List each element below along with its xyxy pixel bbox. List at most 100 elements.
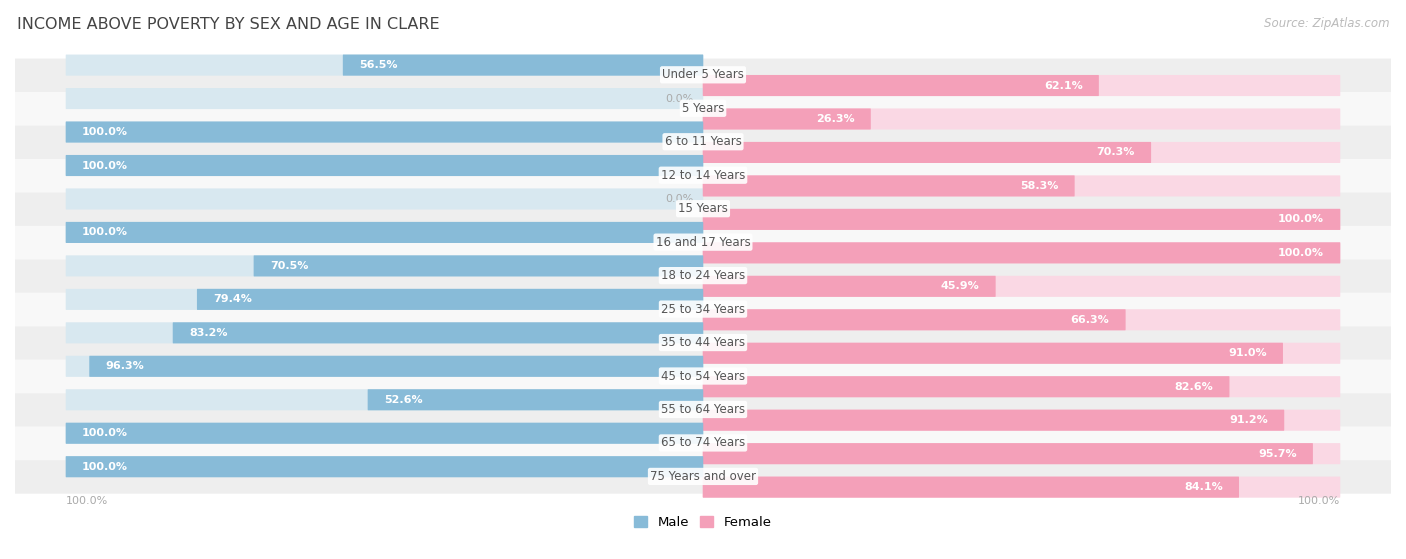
Text: 96.3%: 96.3%: [105, 361, 145, 371]
FancyBboxPatch shape: [703, 108, 1340, 130]
Text: 100.0%: 100.0%: [82, 160, 128, 170]
FancyBboxPatch shape: [89, 356, 703, 377]
Text: 0.0%: 0.0%: [665, 194, 693, 204]
Text: 100.0%: 100.0%: [1298, 496, 1340, 506]
FancyBboxPatch shape: [66, 222, 703, 243]
Text: 100.0%: 100.0%: [1278, 215, 1324, 224]
FancyBboxPatch shape: [703, 209, 1340, 230]
FancyBboxPatch shape: [66, 155, 703, 176]
Text: 0.0%: 0.0%: [665, 93, 693, 103]
FancyBboxPatch shape: [66, 155, 703, 176]
FancyBboxPatch shape: [703, 376, 1340, 397]
Text: 26.3%: 26.3%: [815, 114, 855, 124]
FancyBboxPatch shape: [66, 55, 703, 75]
Legend: Male, Female: Male, Female: [634, 516, 772, 529]
FancyBboxPatch shape: [66, 121, 703, 143]
Text: 70.3%: 70.3%: [1097, 148, 1135, 158]
Text: INCOME ABOVE POVERTY BY SEX AND AGE IN CLARE: INCOME ABOVE POVERTY BY SEX AND AGE IN C…: [17, 17, 440, 32]
Text: 25 to 34 Years: 25 to 34 Years: [661, 302, 745, 316]
Text: 45.9%: 45.9%: [941, 281, 980, 291]
FancyBboxPatch shape: [66, 255, 703, 277]
FancyBboxPatch shape: [66, 423, 703, 444]
Text: 100.0%: 100.0%: [82, 462, 128, 472]
Text: 58.3%: 58.3%: [1021, 181, 1059, 191]
Text: 16 and 17 Years: 16 and 17 Years: [655, 236, 751, 249]
FancyBboxPatch shape: [15, 92, 1391, 126]
FancyBboxPatch shape: [15, 293, 1391, 326]
FancyBboxPatch shape: [703, 309, 1340, 330]
FancyBboxPatch shape: [703, 477, 1239, 498]
FancyBboxPatch shape: [197, 289, 703, 310]
FancyBboxPatch shape: [343, 55, 703, 75]
FancyBboxPatch shape: [66, 356, 703, 377]
FancyBboxPatch shape: [15, 59, 1391, 92]
FancyBboxPatch shape: [367, 389, 703, 410]
Text: 15 Years: 15 Years: [678, 202, 728, 215]
Text: 82.6%: 82.6%: [1174, 382, 1213, 392]
Text: 18 to 24 Years: 18 to 24 Years: [661, 269, 745, 282]
FancyBboxPatch shape: [66, 456, 703, 477]
Text: 100.0%: 100.0%: [66, 496, 108, 506]
FancyBboxPatch shape: [703, 209, 1340, 230]
FancyBboxPatch shape: [66, 323, 703, 343]
FancyBboxPatch shape: [15, 326, 1391, 360]
FancyBboxPatch shape: [703, 309, 1126, 330]
Text: 56.5%: 56.5%: [359, 60, 398, 70]
Text: 83.2%: 83.2%: [188, 328, 228, 338]
FancyBboxPatch shape: [253, 255, 703, 277]
Text: 45 to 54 Years: 45 to 54 Years: [661, 369, 745, 382]
FancyBboxPatch shape: [703, 276, 995, 297]
FancyBboxPatch shape: [15, 259, 1391, 293]
FancyBboxPatch shape: [703, 477, 1340, 498]
Text: Under 5 Years: Under 5 Years: [662, 68, 744, 81]
FancyBboxPatch shape: [703, 142, 1340, 163]
Text: 52.6%: 52.6%: [384, 395, 422, 405]
FancyBboxPatch shape: [173, 323, 703, 343]
Text: Source: ZipAtlas.com: Source: ZipAtlas.com: [1264, 17, 1389, 30]
FancyBboxPatch shape: [66, 88, 703, 109]
FancyBboxPatch shape: [703, 443, 1340, 464]
Text: 12 to 14 Years: 12 to 14 Years: [661, 169, 745, 182]
FancyBboxPatch shape: [703, 142, 1152, 163]
Text: 91.2%: 91.2%: [1229, 415, 1268, 425]
FancyBboxPatch shape: [703, 75, 1340, 96]
FancyBboxPatch shape: [15, 460, 1391, 494]
FancyBboxPatch shape: [15, 393, 1391, 427]
Text: 79.4%: 79.4%: [214, 295, 252, 305]
Text: 65 to 74 Years: 65 to 74 Years: [661, 437, 745, 449]
FancyBboxPatch shape: [703, 343, 1340, 364]
Text: 62.1%: 62.1%: [1043, 80, 1083, 91]
FancyBboxPatch shape: [703, 176, 1340, 196]
FancyBboxPatch shape: [703, 410, 1340, 431]
Text: 95.7%: 95.7%: [1258, 449, 1296, 459]
FancyBboxPatch shape: [703, 108, 870, 130]
FancyBboxPatch shape: [66, 222, 703, 243]
Text: 100.0%: 100.0%: [82, 127, 128, 137]
Text: 100.0%: 100.0%: [82, 228, 128, 238]
FancyBboxPatch shape: [15, 360, 1391, 393]
Text: 35 to 44 Years: 35 to 44 Years: [661, 336, 745, 349]
Text: 100.0%: 100.0%: [1278, 248, 1324, 258]
Text: 5 Years: 5 Years: [682, 102, 724, 115]
FancyBboxPatch shape: [66, 389, 703, 410]
Text: 70.5%: 70.5%: [270, 261, 308, 271]
FancyBboxPatch shape: [15, 427, 1391, 460]
FancyBboxPatch shape: [703, 443, 1313, 464]
FancyBboxPatch shape: [66, 121, 703, 143]
FancyBboxPatch shape: [703, 276, 1340, 297]
FancyBboxPatch shape: [15, 159, 1391, 192]
FancyBboxPatch shape: [703, 410, 1284, 431]
FancyBboxPatch shape: [703, 343, 1282, 364]
Text: 100.0%: 100.0%: [82, 428, 128, 438]
FancyBboxPatch shape: [703, 176, 1074, 196]
FancyBboxPatch shape: [15, 192, 1391, 226]
Text: 75 Years and over: 75 Years and over: [650, 470, 756, 483]
FancyBboxPatch shape: [703, 242, 1340, 263]
FancyBboxPatch shape: [66, 423, 703, 444]
FancyBboxPatch shape: [66, 456, 703, 477]
FancyBboxPatch shape: [703, 376, 1229, 397]
FancyBboxPatch shape: [66, 188, 703, 210]
FancyBboxPatch shape: [15, 226, 1391, 259]
Text: 66.3%: 66.3%: [1071, 315, 1109, 325]
Text: 84.1%: 84.1%: [1184, 482, 1223, 492]
